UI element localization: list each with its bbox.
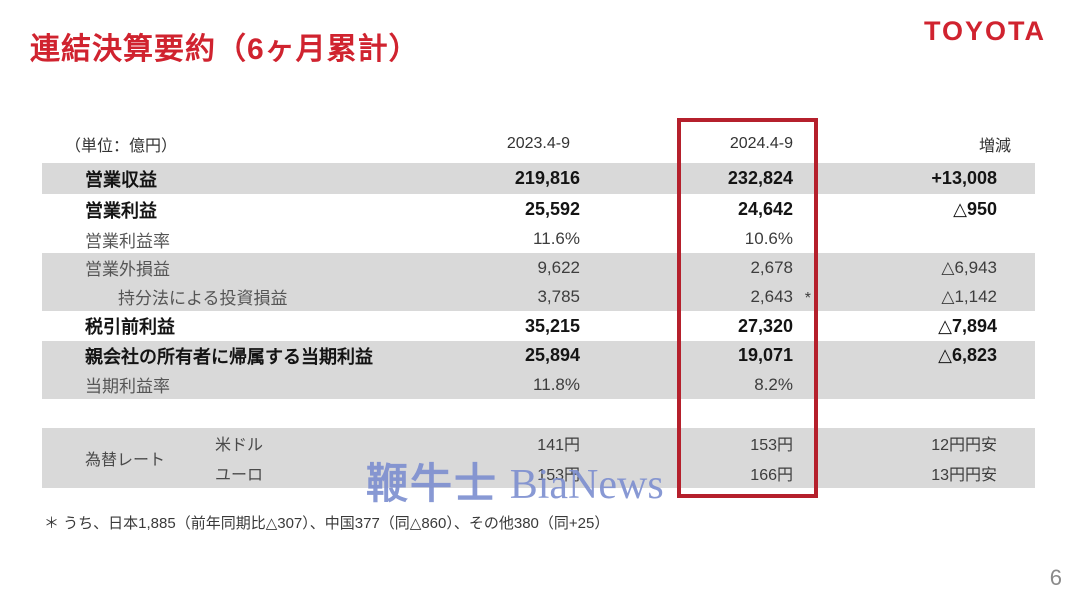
value-change: △7,894 <box>938 315 997 336</box>
value-2023: 9,622 <box>537 257 580 277</box>
table-row-non-operating: 営業外損益 9,622 2,678 △6,943 <box>42 253 1035 282</box>
value-2024: 10.6% <box>744 229 793 248</box>
row-label: 営業利益 <box>85 200 157 221</box>
unit-label: （単位：億円） <box>65 138 178 155</box>
value-2024: 27,320 <box>737 315 793 336</box>
row-label: 営業外損益 <box>85 260 170 279</box>
column-header-2023: 2023.4-9 <box>506 135 570 152</box>
row-label: 持分法による投資損益 <box>118 289 288 308</box>
table-header-row: （単位：億円） 2023.4-9 2024.4-9 増減 <box>42 125 1035 163</box>
row-label: 営業利益率 <box>85 231 170 251</box>
fx-eur-2023: 153円 <box>537 467 580 484</box>
row-label: 税引前利益 <box>85 317 175 337</box>
fx-usd-2023: 141円 <box>537 437 580 454</box>
value-change: △1,142 <box>941 286 997 306</box>
fx-eur-2024: 166円 <box>750 467 793 484</box>
value-2023: 25,592 <box>524 199 580 219</box>
value-change: △950 <box>953 199 997 219</box>
value-change: +13,008 <box>931 168 997 188</box>
footnote: ＊ うち、日本1,885（前年同期比△307）、中国377（同△860）、その他… <box>44 515 610 532</box>
value-2023: 3,785 <box>537 286 580 306</box>
row-label: 当期利益率 <box>85 377 170 396</box>
fx-rate-label: 為替レート <box>85 452 166 469</box>
row-label: 営業収益 <box>85 169 157 190</box>
column-header-2024: 2024.4-9 <box>729 135 793 152</box>
column-header-change: 増減 <box>978 138 1011 155</box>
fx-currency-usd: 米ドル <box>215 437 264 454</box>
table-row-operating-revenue: 営業収益 219,816 232,824 +13,008 <box>42 163 1035 194</box>
value-change: △6,943 <box>941 257 997 277</box>
exchange-rate-section: 為替レート 米ドル 141円 153円 12円円安 ユーロ 153円 166円 … <box>42 428 1035 488</box>
fx-usd-change: 12円円安 <box>931 437 997 454</box>
table-row-equity-method: 持分法による投資損益 3,785 2,643 * △1,142 <box>42 282 1035 311</box>
fx-eur-change: 13円円安 <box>931 467 997 484</box>
table-row-operating-income: 営業利益 25,592 24,642 △950 <box>42 194 1035 225</box>
value-2023: 219,816 <box>514 168 580 188</box>
watermark: 鞭牛士 BiaNews <box>366 460 664 508</box>
row-label: 親会社の所有者に帰属する当期利益 <box>85 346 373 367</box>
table-row-net-income: 親会社の所有者に帰属する当期利益 25,894 19,071 △6,823 <box>42 341 1035 370</box>
value-2024: 8.2% <box>754 374 793 394</box>
table-row-net-margin: 当期利益率 11.8% 8.2% <box>42 370 1035 399</box>
value-2024: 232,824 <box>727 168 793 188</box>
fx-currency-eur: ユーロ <box>215 467 264 484</box>
value-2023: 11.8% <box>533 374 580 394</box>
toyota-logo: TOYOTA <box>923 16 1046 46</box>
table-row-operating-margin: 営業利益率 11.6% 10.6% <box>42 225 1035 253</box>
value-2024: 24,642 <box>737 199 793 219</box>
financial-summary-table: （単位：億円） 2023.4-9 2024.4-9 増減 営業収益 219,81… <box>42 125 1035 399</box>
value-2023: 35,215 <box>524 315 580 336</box>
value-2023: 25,894 <box>524 345 580 365</box>
footnote-marker: * <box>804 289 811 307</box>
fx-usd-2024: 153円 <box>750 437 793 454</box>
page-title: 連結決算要約（6ヶ月累計） <box>30 33 420 66</box>
table-row-pretax-income: 税引前利益 35,215 27,320 △7,894 <box>42 311 1035 341</box>
value-2024: 19,071 <box>737 345 793 365</box>
page-number: 6 <box>1049 565 1062 590</box>
value-change: △6,823 <box>938 345 997 365</box>
watermark-cjk: 鞭牛士 <box>366 460 499 507</box>
value-2023: 11.6% <box>533 229 580 248</box>
value-2024: 2,678 <box>750 257 793 277</box>
value-2024: 2,643 * <box>750 286 811 307</box>
